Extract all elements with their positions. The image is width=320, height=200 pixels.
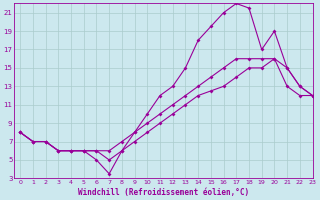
- X-axis label: Windchill (Refroidissement éolien,°C): Windchill (Refroidissement éolien,°C): [78, 188, 249, 197]
